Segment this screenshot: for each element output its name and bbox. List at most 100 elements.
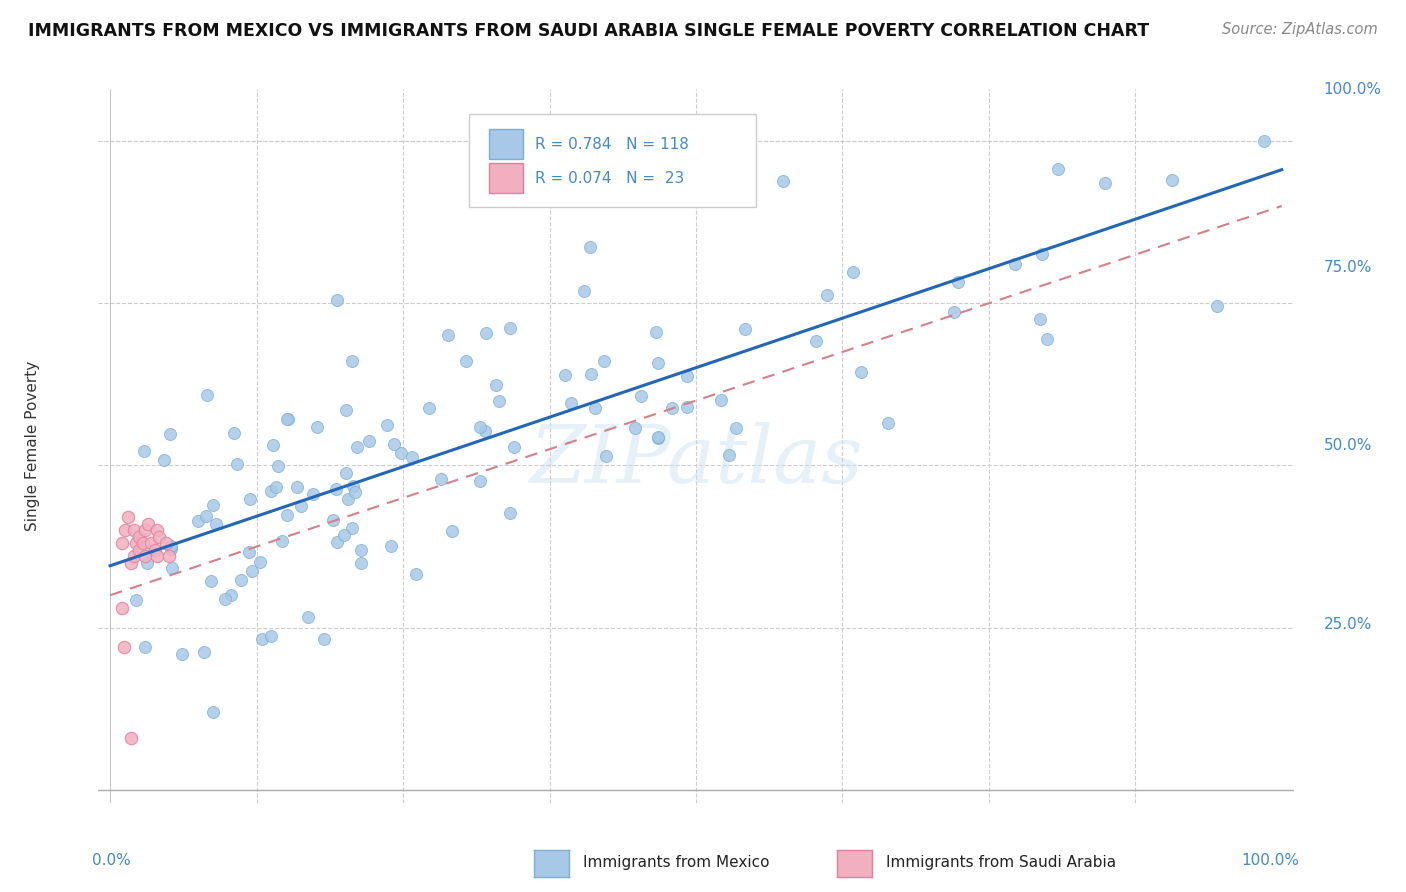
Point: [943, 304, 966, 318]
Point: [222, 425, 245, 440]
Point: [266, 458, 288, 473]
Text: 100.0%: 100.0%: [1241, 853, 1299, 868]
Point: [1253, 134, 1275, 148]
Point: [325, 482, 347, 496]
Point: [239, 491, 262, 506]
Point: [141, 536, 163, 550]
Point: [240, 565, 263, 579]
Point: [159, 427, 181, 442]
Point: [350, 543, 373, 558]
Point: [430, 472, 453, 486]
Point: [595, 449, 617, 463]
Point: [193, 645, 215, 659]
Point: [346, 440, 368, 454]
Point: [441, 524, 464, 538]
Point: [134, 640, 156, 654]
Point: [326, 535, 349, 549]
Point: [201, 498, 224, 512]
Point: [335, 402, 357, 417]
Point: [111, 536, 134, 550]
Point: [418, 401, 440, 415]
Point: [340, 521, 363, 535]
Text: Immigrants from Saudi Arabia: Immigrants from Saudi Arabia: [886, 855, 1116, 870]
Point: [290, 499, 312, 513]
Point: [343, 484, 366, 499]
Point: [114, 524, 136, 538]
Point: [572, 284, 595, 298]
Point: [128, 542, 150, 557]
Point: [350, 556, 373, 570]
Point: [468, 420, 491, 434]
Point: [159, 539, 181, 553]
Point: [579, 367, 602, 381]
Point: [375, 418, 398, 433]
Text: Source: ZipAtlas.com: Source: ZipAtlas.com: [1222, 22, 1378, 37]
Point: [146, 524, 169, 538]
Point: [136, 556, 159, 570]
Point: [264, 479, 287, 493]
Point: [307, 420, 329, 434]
Point: [219, 588, 242, 602]
Point: [554, 368, 576, 382]
Point: [340, 354, 363, 368]
Point: [772, 174, 794, 188]
Point: [195, 388, 218, 402]
Point: [276, 508, 298, 522]
Point: [1036, 332, 1059, 346]
Point: [1031, 247, 1053, 261]
Point: [1004, 257, 1026, 271]
Point: [474, 424, 496, 438]
Point: [122, 524, 145, 538]
Point: [157, 549, 180, 564]
Text: ZIPatlas: ZIPatlas: [529, 422, 863, 499]
Point: [710, 392, 733, 407]
Point: [676, 369, 699, 384]
Point: [153, 452, 176, 467]
Point: [187, 515, 209, 529]
Point: [202, 705, 225, 719]
Point: [485, 378, 508, 392]
Point: [560, 396, 582, 410]
Point: [592, 353, 614, 368]
Point: [1160, 173, 1182, 187]
Point: [111, 601, 134, 615]
Point: [125, 536, 148, 550]
Point: [134, 444, 156, 458]
Point: [134, 549, 156, 564]
Point: [271, 534, 294, 549]
FancyBboxPatch shape: [489, 129, 523, 159]
Point: [503, 440, 526, 454]
Point: [120, 556, 142, 570]
Point: [389, 446, 412, 460]
Point: [297, 610, 319, 624]
Point: [335, 466, 357, 480]
Text: 100.0%: 100.0%: [1323, 82, 1382, 96]
FancyBboxPatch shape: [470, 114, 756, 207]
Point: [630, 390, 652, 404]
Point: [302, 487, 325, 501]
Text: R = 0.784   N = 118: R = 0.784 N = 118: [534, 136, 689, 152]
Point: [849, 365, 872, 379]
Point: [1029, 312, 1052, 326]
Point: [401, 450, 423, 465]
Text: Single Female Poverty: Single Female Poverty: [25, 361, 41, 531]
Point: [876, 417, 898, 431]
Point: [676, 400, 699, 414]
Point: [238, 545, 260, 559]
Text: Immigrants from Mexico: Immigrants from Mexico: [583, 855, 770, 870]
Point: [134, 524, 156, 538]
Point: [326, 293, 349, 308]
Point: [1094, 176, 1116, 190]
Point: [262, 438, 284, 452]
Point: [117, 510, 139, 524]
Point: [159, 541, 181, 556]
Point: [623, 420, 645, 434]
FancyBboxPatch shape: [489, 163, 523, 194]
Point: [337, 491, 360, 506]
Point: [250, 632, 273, 646]
Point: [579, 240, 602, 254]
Text: R = 0.074   N =  23: R = 0.074 N = 23: [534, 171, 683, 186]
Point: [214, 591, 236, 606]
Point: [734, 322, 756, 336]
Point: [260, 629, 283, 643]
